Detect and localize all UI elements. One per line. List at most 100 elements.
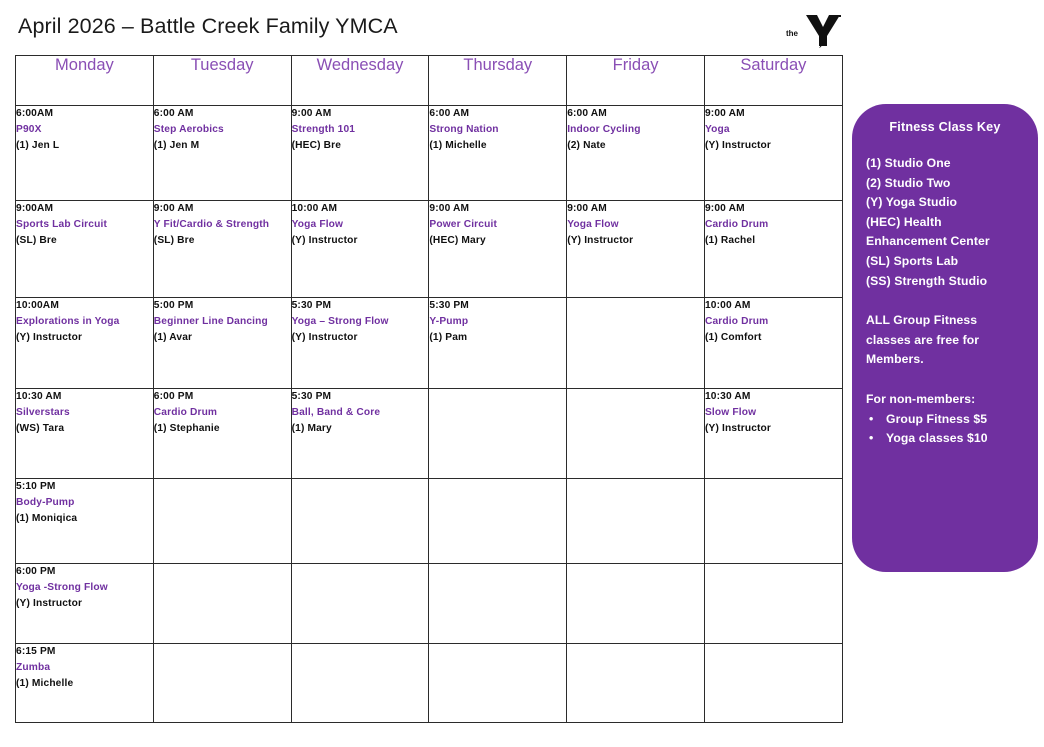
class-location-instructor: (Y) Instructor	[291, 332, 358, 343]
class-location-instructor: (HEC) Mary	[429, 235, 486, 246]
class-location-instructor: (SL) Bre	[16, 235, 57, 246]
class-cell: 6:00AM P90X (1) Jen L	[15, 105, 154, 201]
class-cell: 10:00 AM Yoga Flow (Y) Instructor	[290, 200, 430, 298]
table-row: 6:00AM P90X (1) Jen L 6:00 AM Step Aerobics (…	[15, 105, 843, 201]
fitness-key-item: (HEC) Health Enhancement Center	[866, 214, 990, 249]
class-time: 5:10 PM	[16, 481, 56, 492]
class-cell: 6:00 AM Step Aerobics (1) Jen M	[152, 105, 292, 201]
class-name: Y Fit/Cardio & Strength	[153, 219, 270, 230]
class-time: 9:00 AM	[704, 108, 745, 119]
class-cell: 9:00 AM Yoga (Y) Instructor	[703, 105, 843, 201]
class-cell: 10:30 AM Slow Flow (Y) Instructor	[703, 388, 843, 479]
class-name: Yoga Flow	[567, 219, 619, 230]
class-time: 6:00 PM	[153, 391, 194, 402]
ymca-y-logo: the	[786, 12, 846, 52]
svg-text:the: the	[786, 29, 799, 38]
fitness-key-item: (2) Studio Two	[866, 175, 951, 190]
class-time: 9:00AM	[16, 203, 54, 214]
class-time: 6:00 AM	[567, 108, 607, 119]
class-location-instructor: (SL) Bre	[153, 235, 195, 246]
fitness-key-item: (Y) Yoga Studio	[866, 195, 958, 210]
class-location-instructor: (1) Moniqica	[16, 513, 78, 524]
nonmember-label: For non-members:	[866, 391, 976, 406]
class-cell: 9:00 AM Power Circuit (HEC) Mary	[428, 200, 568, 298]
class-cell: 6:15 PM Zumba (1) Michelle	[15, 643, 154, 723]
class-name: Sports Lab Circuit	[16, 219, 107, 230]
class-location-instructor: (1) Stephanie	[153, 423, 220, 434]
class-name: Cardio Drum	[704, 316, 769, 327]
class-name: Silverstars	[16, 407, 70, 418]
column-header-tuesday: Tuesday	[152, 55, 292, 106]
class-location-instructor: (WS) Tara	[16, 423, 65, 434]
class-cell	[428, 388, 568, 479]
class-cell	[566, 388, 705, 479]
class-time: 6:00 PM	[16, 566, 56, 577]
class-name: Ball, Band & Core	[291, 407, 381, 418]
fitness-key-item: (1) Studio One	[866, 156, 951, 170]
class-name: Y-Pump	[429, 316, 469, 327]
class-time: 9:00 AM	[291, 108, 332, 119]
class-cell	[703, 563, 843, 644]
column-header-wednesday: Wednesday	[290, 55, 430, 106]
class-location-instructor: (1) Mary	[291, 423, 332, 434]
class-location-instructor: (Y) Instructor	[704, 423, 772, 434]
class-location-instructor: (1) Pam	[429, 332, 468, 343]
class-name: Power Circuit	[429, 219, 498, 230]
class-cell: 9:00 AM Strength 101 (HEC) Bre	[290, 105, 430, 201]
class-name: Yoga -Strong Flow	[16, 582, 108, 593]
fitness-key-location-list: (1) Studio One (2) Studio Two (Y) Yoga Stu…	[866, 154, 1024, 291]
fitness-key-title: Fitness Class Key	[889, 120, 1001, 134]
class-name: Yoga – Strong Flow	[291, 316, 389, 327]
class-name: Step Aerobics	[153, 124, 224, 135]
class-name: Strong Nation	[429, 124, 499, 135]
class-location-instructor: (Y) Instructor	[16, 598, 83, 609]
class-time: 5:30 PM	[291, 300, 332, 311]
class-cell	[152, 643, 292, 723]
class-time: 5:30 PM	[429, 300, 469, 311]
class-cell: 6:00 PM Cardio Drum (1) Stephanie	[152, 388, 292, 479]
class-time: 6:00 AM	[429, 108, 470, 119]
weekly-schedule-table: Monday Tuesday Wednesday Thursday Friday…	[15, 55, 843, 723]
class-cell: 5:30 PM Y-Pump (1) Pam	[428, 297, 568, 389]
column-header-saturday: Saturday	[703, 55, 843, 106]
class-name: Indoor Cycling	[567, 124, 641, 135]
class-location-instructor: (1) Avar	[153, 332, 193, 343]
class-time: 9:00 AM	[567, 203, 607, 214]
nonmember-price-item: Group Fitness $5	[866, 410, 1024, 430]
class-location-instructor: (1) Comfort	[704, 332, 762, 343]
class-cell: 9:00 AM Y Fit/Cardio & Strength (SL) Bre	[152, 200, 292, 298]
class-cell	[428, 478, 568, 564]
class-location-instructor: (1) Rachel	[704, 235, 756, 246]
class-location-instructor: (Y) Instructor	[16, 332, 83, 343]
fitness-class-key-panel: Fitness Class Key (1) Studio One (2) Stud…	[852, 104, 1038, 572]
class-location-instructor: (Y) Instructor	[704, 140, 772, 151]
column-header-friday: Friday	[566, 55, 705, 106]
class-name: Slow Flow	[704, 407, 757, 418]
class-cell	[566, 297, 705, 389]
class-name: Yoga	[704, 124, 730, 135]
class-cell: 5:10 PM Body-Pump (1) Moniqica	[15, 478, 154, 564]
class-cell	[428, 643, 568, 723]
class-cell: 10:00AM Explorations in Yoga (Y) Instructo…	[15, 297, 154, 389]
class-cell	[703, 643, 843, 723]
class-time: 10:00 AM	[704, 300, 751, 311]
nonmember-price-list: Group Fitness $5Yoga classes $10	[866, 410, 1024, 449]
class-time: 10:00 AM	[291, 203, 338, 214]
class-cell: 9:00 AM Cardio Drum (1) Rachel	[703, 200, 843, 298]
table-row: 9:00AM Sports Lab Circuit (SL) Bre 9:00 AM Y…	[15, 200, 843, 298]
class-cell	[428, 563, 568, 644]
class-location-instructor: (1) Michelle	[429, 140, 487, 151]
table-row: 6:00 PM Yoga -Strong Flow (Y) Instructor	[15, 563, 843, 644]
class-location-instructor: (1) Michelle	[16, 678, 74, 689]
class-time: 10:30 AM	[16, 391, 62, 402]
nonmember-price-item: Yoga classes $10	[866, 429, 1024, 449]
class-cell	[290, 478, 430, 564]
class-cell: 10:30 AM Silverstars (WS) Tara	[15, 388, 154, 479]
column-header-monday: Monday	[15, 55, 154, 106]
class-cell: 6:00 PM Yoga -Strong Flow (Y) Instructor	[15, 563, 154, 644]
class-location-instructor: (HEC) Bre	[291, 140, 342, 151]
class-location-instructor: (1) Jen M	[153, 140, 200, 151]
table-header-row: Monday Tuesday Wednesday Thursday Friday…	[15, 55, 843, 106]
class-cell	[566, 478, 705, 564]
